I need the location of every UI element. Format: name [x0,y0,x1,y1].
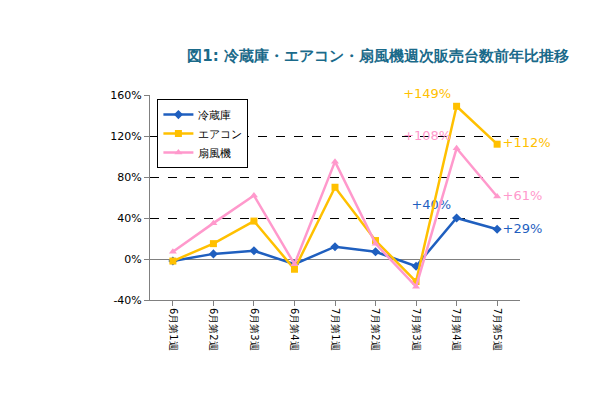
svg-text:7月第1週: 7月第1週 [330,308,341,351]
svg-text:6月第2週: 6月第2週 [208,308,219,351]
svg-text:図1: 冷蔵庫・エアコン・扇風機週次販売台数前年比推移: 図1: 冷蔵庫・エアコン・扇風機週次販売台数前年比推移 [187,47,569,65]
svg-text:エアコン: エアコン [198,128,242,141]
svg-text:7月第5週: 7月第5週 [492,308,503,351]
svg-text:160%: 160% [110,89,141,102]
svg-text:40%: 40% [117,212,141,225]
svg-text:+112%: +112% [503,135,551,150]
svg-text:120%: 120% [110,130,141,143]
svg-text:6月第1週: 6月第1週 [168,308,179,351]
svg-text:+29%: +29% [503,221,543,236]
svg-text:扇風機: 扇風機 [198,147,231,160]
svg-text:+40%: +40% [411,197,451,212]
svg-text:+61%: +61% [503,188,543,203]
svg-text:冷蔵庫: 冷蔵庫 [198,109,231,122]
svg-text:6月第4週: 6月第4週 [289,308,300,351]
svg-text:6月第3週: 6月第3週 [249,308,260,351]
svg-text:+108%: +108% [403,128,451,143]
svg-text:0%: 0% [124,253,141,266]
svg-text:80%: 80% [117,171,141,184]
svg-text:-40%: -40% [113,294,141,307]
svg-text:7月第2週: 7月第2週 [370,308,381,351]
svg-text:7月第4週: 7月第4週 [451,308,462,351]
svg-text:7月第3週: 7月第3週 [411,308,422,351]
svg-text:+149%: +149% [403,86,451,101]
